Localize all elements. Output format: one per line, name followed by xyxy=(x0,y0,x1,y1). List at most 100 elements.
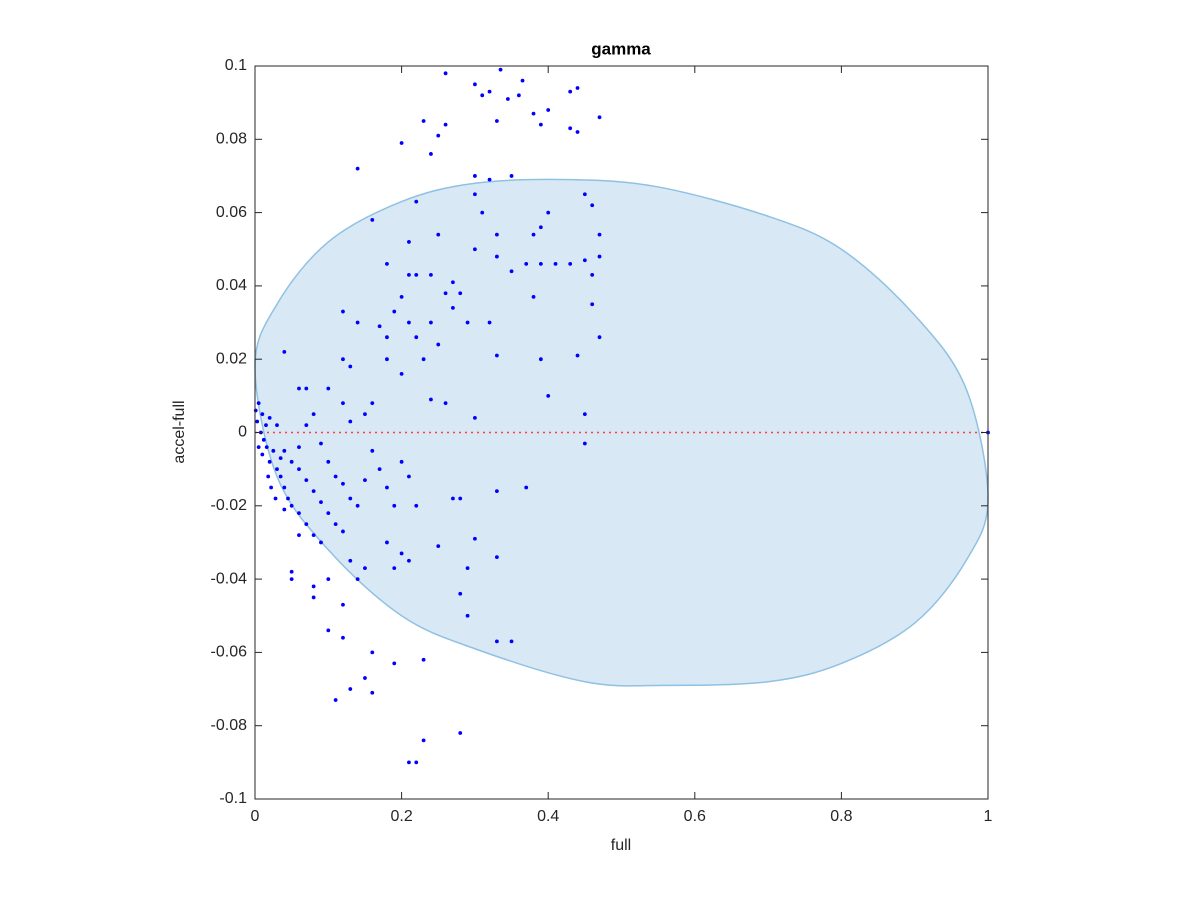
point xyxy=(498,67,503,72)
point xyxy=(363,566,367,571)
point xyxy=(266,474,271,479)
x-tick-label: 0.8 xyxy=(830,808,852,825)
point xyxy=(590,273,595,277)
point xyxy=(538,357,543,362)
point xyxy=(333,698,338,702)
chart-title: gamma xyxy=(591,39,651,58)
point xyxy=(399,371,404,376)
point xyxy=(311,412,316,417)
point xyxy=(582,192,587,197)
x-axis-label: full xyxy=(611,837,631,854)
x-tick-label: 0.6 xyxy=(684,808,706,825)
point xyxy=(260,452,265,457)
point xyxy=(289,569,294,574)
point xyxy=(494,119,499,123)
point xyxy=(458,291,463,296)
point xyxy=(520,78,525,83)
point xyxy=(311,489,316,494)
point xyxy=(392,566,397,571)
point xyxy=(516,93,521,98)
point xyxy=(297,533,301,538)
point xyxy=(399,294,404,299)
point xyxy=(267,459,272,464)
point xyxy=(465,566,470,571)
point xyxy=(267,415,272,420)
point xyxy=(275,467,279,472)
y-tick-label: -0.08 xyxy=(211,717,248,734)
point xyxy=(297,386,301,391)
point xyxy=(341,481,345,486)
point xyxy=(505,97,510,101)
point xyxy=(553,262,558,266)
point xyxy=(473,415,477,420)
point xyxy=(443,122,448,127)
point xyxy=(473,192,477,197)
point xyxy=(278,456,283,461)
point xyxy=(465,320,470,325)
point xyxy=(348,558,353,563)
point xyxy=(582,258,587,263)
point xyxy=(407,474,411,479)
point xyxy=(385,335,389,340)
point xyxy=(260,412,265,417)
point xyxy=(458,731,463,735)
point xyxy=(326,459,331,464)
point xyxy=(255,419,260,424)
point xyxy=(487,320,492,325)
point xyxy=(326,628,331,633)
point xyxy=(282,485,287,490)
point xyxy=(487,89,492,94)
point xyxy=(326,577,331,581)
point xyxy=(421,738,426,743)
point xyxy=(538,122,543,127)
point xyxy=(319,500,323,505)
point xyxy=(311,584,316,589)
point xyxy=(377,467,382,472)
x-tick-label: 0.2 xyxy=(390,808,412,825)
point xyxy=(348,419,353,424)
point xyxy=(304,423,309,428)
point xyxy=(494,232,499,237)
point xyxy=(319,441,323,446)
point xyxy=(443,401,448,406)
point xyxy=(509,639,514,644)
point xyxy=(414,199,419,204)
point xyxy=(524,262,529,266)
point xyxy=(370,690,375,695)
point xyxy=(443,71,448,76)
point xyxy=(421,119,426,123)
point xyxy=(494,353,499,358)
point xyxy=(568,126,573,131)
point xyxy=(370,448,375,453)
point xyxy=(319,540,323,545)
point xyxy=(429,320,433,325)
point xyxy=(494,639,499,644)
point xyxy=(385,262,389,266)
point xyxy=(429,397,433,402)
point xyxy=(256,401,261,406)
point xyxy=(524,485,529,490)
point xyxy=(597,232,602,237)
point xyxy=(256,445,261,450)
y-tick-label: -0.04 xyxy=(211,570,248,587)
point xyxy=(341,357,345,362)
point xyxy=(429,273,433,277)
point xyxy=(289,503,294,508)
point xyxy=(278,474,283,479)
point xyxy=(407,320,411,325)
point xyxy=(271,448,276,453)
point xyxy=(392,503,397,508)
point xyxy=(509,269,514,274)
point xyxy=(473,82,477,87)
point xyxy=(399,551,404,556)
point xyxy=(264,445,269,450)
point xyxy=(253,408,258,413)
point xyxy=(582,441,587,446)
point xyxy=(275,423,279,428)
point xyxy=(407,760,411,765)
point xyxy=(341,602,345,607)
point xyxy=(289,459,294,464)
point xyxy=(348,687,353,691)
point xyxy=(597,115,602,120)
